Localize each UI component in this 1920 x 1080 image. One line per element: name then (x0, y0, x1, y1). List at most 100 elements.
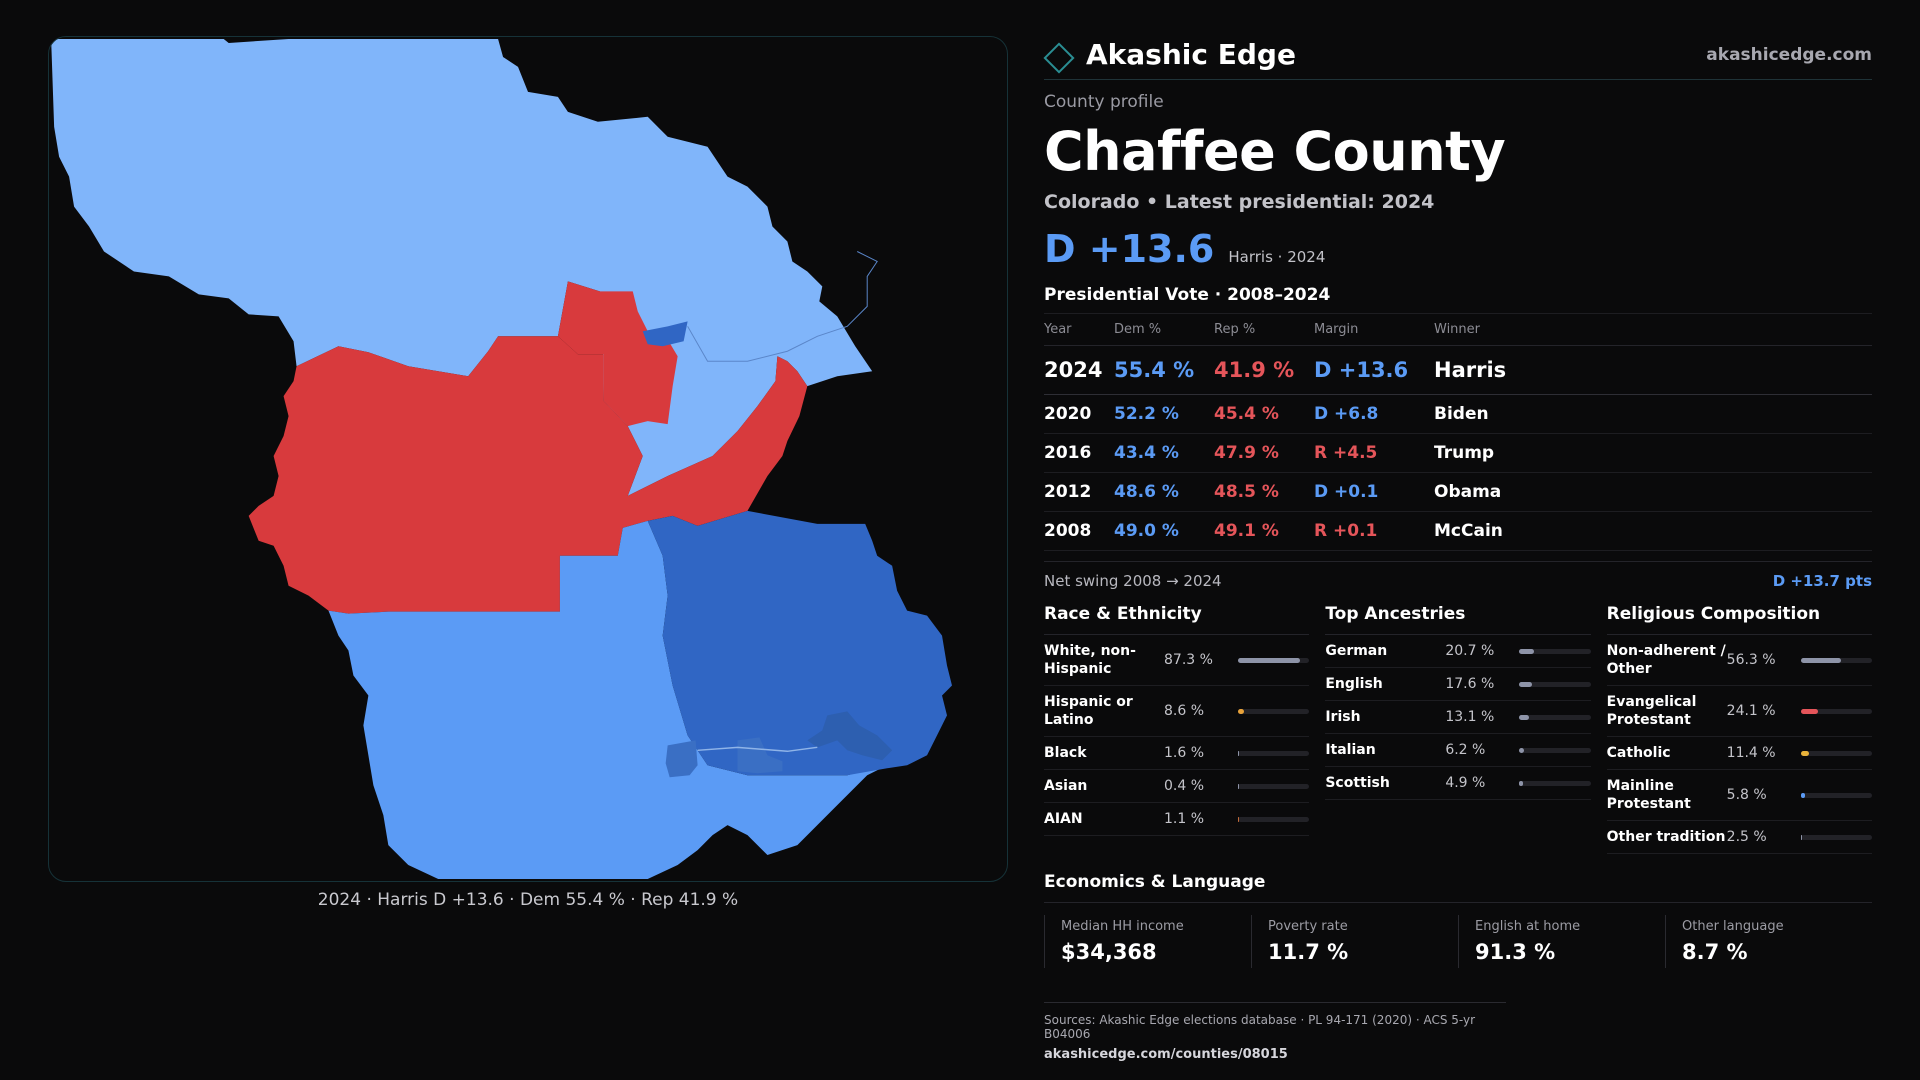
county-map[interactable] (48, 36, 1008, 882)
religion-column: Religious Composition Non-adherent / Oth… (1606, 604, 1872, 854)
demo-value: 17.6 % (1445, 676, 1495, 692)
table-row: 2008 49.0 % 49.1 % R +0.1 McCain (1044, 511, 1872, 551)
list-item: Non-adherent / Other 56.3 % (1606, 635, 1872, 686)
list-item: Asian 0.4 % (1044, 770, 1310, 803)
vote-winner: Biden (1434, 394, 1872, 434)
table-row: 2024 55.4 % 41.9 % D +13.6 Harris (1044, 345, 1872, 395)
vote-dem: 49.0 % (1114, 511, 1214, 551)
religion-title: Religious Composition (1606, 604, 1872, 635)
brand[interactable]: Akashic Edge (1043, 38, 1296, 74)
demo-label: Non-adherent / Other (1606, 643, 1726, 677)
net-swing: Net swing 2008 → 2024 D +13.7 pts (1044, 561, 1872, 590)
votes-title: Presidential Vote · 2008–2024 (1044, 285, 1872, 314)
vote-dem: 52.2 % (1114, 394, 1214, 434)
demo-label: English (1325, 676, 1383, 692)
list-item: AIAN 1.1 % (1044, 803, 1310, 836)
race-title: Race & Ethnicity (1044, 604, 1310, 635)
ancestry-list: German 20.7 % English 17.6 % Irish 13.1 % Ital… (1325, 635, 1591, 800)
vote-rep: 48.5 % (1214, 472, 1314, 512)
demo-bar (1800, 792, 1872, 798)
demo-bar (1800, 708, 1872, 714)
demo-bar-fill (1800, 657, 1841, 663)
demo-bar-fill (1519, 714, 1529, 720)
demo-label: Asian (1044, 778, 1088, 794)
precinct-urban-cluster-mid[interactable] (737, 737, 783, 774)
demo-bar (1519, 648, 1591, 654)
demo-value: 87.3 % (1164, 652, 1213, 668)
profile-eyebrow: County profile (1044, 92, 1164, 112)
precinct-center-rep-small[interactable] (557, 281, 678, 427)
demo-bar (1519, 714, 1591, 720)
demo-value: 13.1 % (1445, 709, 1495, 725)
ancestry-title: Top Ancestries (1325, 604, 1591, 635)
votes-table: Year Dem % Rep % Margin Winner 2024 55.4… (1044, 314, 1872, 551)
precinct-urban-cluster-west[interactable] (665, 740, 698, 778)
vote-rep: 41.9 % (1214, 345, 1314, 395)
precinct-west-rep[interactable] (248, 336, 808, 614)
table-row: 2016 43.4 % 47.9 % R +4.5 Trump (1044, 433, 1872, 473)
demo-bar-fill (1800, 834, 1803, 840)
vote-year: 2008 (1044, 511, 1114, 551)
demo-bar-fill (1800, 708, 1818, 714)
demo-bar-fill (1238, 708, 1245, 714)
demo-value: 8.6 % (1164, 703, 1205, 719)
vote-winner: Obama (1434, 472, 1872, 512)
header-dem: Dem % (1114, 314, 1214, 346)
swing-label: Net swing 2008 → 2024 (1044, 572, 1222, 590)
precinct-southeast-strong-dem[interactable] (647, 510, 952, 776)
demo-bar-fill (1238, 816, 1239, 822)
diamond-logo-icon (1043, 41, 1075, 74)
site-link[interactable]: akashicedge.com (1706, 44, 1872, 65)
demo-bar-fill (1800, 792, 1805, 798)
list-item: Evangelical Protestant 24.1 % (1606, 686, 1872, 737)
sources-url[interactable]: akashicedge.com/counties/08015 (1044, 1047, 1288, 1062)
econ-value: 91.3 % (1475, 940, 1556, 964)
demo-value: 1.6 % (1164, 745, 1205, 761)
vote-margin: R +4.5 (1314, 433, 1434, 473)
vote-margin: D +13.6 (1314, 345, 1434, 395)
list-item: German 20.7 % (1325, 635, 1591, 668)
header-rep: Rep % (1214, 314, 1314, 346)
table-row: 2012 48.6 % 48.5 % D +0.1 Obama (1044, 472, 1872, 512)
vote-dem: 48.6 % (1114, 472, 1214, 512)
precinct-south-dem[interactable] (328, 520, 908, 880)
list-item: Black 1.6 % (1044, 737, 1310, 770)
demo-value: 11.4 % (1726, 745, 1776, 761)
list-item: Italian 6.2 % (1325, 734, 1591, 767)
vote-year: 2024 (1044, 345, 1114, 395)
demo-label: German (1325, 643, 1388, 659)
demo-bar (1238, 750, 1310, 756)
econ-cell-income: Median HH income $34,368 (1044, 915, 1251, 968)
list-item: English 17.6 % (1325, 668, 1591, 701)
list-item: Scottish 4.9 % (1325, 767, 1591, 800)
demo-label: Italian (1325, 742, 1376, 758)
vote-rep: 45.4 % (1214, 394, 1314, 434)
econ-value: $34,368 (1061, 940, 1157, 964)
demo-bar-fill (1238, 750, 1240, 756)
demo-bar (1519, 747, 1591, 753)
economics-stats: Median HH income $34,368 Poverty rate 11… (1044, 915, 1872, 968)
vote-winner: Trump (1434, 433, 1872, 473)
demo-bar (1800, 657, 1872, 663)
demo-bar-fill (1238, 783, 1239, 789)
race-column: Race & Ethnicity White, non-Hispanic 87.3… (1044, 604, 1310, 854)
demo-label: Other tradition (1606, 829, 1726, 845)
demo-label: Evangelical Protestant (1606, 694, 1697, 728)
demo-value: 56.3 % (1726, 652, 1776, 668)
vote-winner: McCain (1434, 511, 1872, 551)
vote-winner: Harris (1434, 345, 1872, 395)
demo-bar-fill (1519, 780, 1523, 786)
headline-note: Harris · 2024 (1228, 248, 1326, 266)
precinct-town-dem[interactable] (642, 321, 688, 347)
demo-value: 0.4 % (1164, 778, 1205, 794)
headline-margin: D +13.6 (1044, 227, 1215, 271)
sources-line: Sources: Akashic Edge elections database… (1044, 1013, 1476, 1041)
econ-cell-other-language: Other language 8.7 % (1665, 915, 1872, 968)
vote-margin: R +0.1 (1314, 511, 1434, 551)
ancestry-column: Top Ancestries German 20.7 % English 17.6 %… (1325, 604, 1591, 854)
demo-value: 4.9 % (1445, 775, 1486, 791)
demo-value: 2.5 % (1726, 829, 1767, 845)
votes-header-row: Year Dem % Rep % Margin Winner (1044, 314, 1872, 346)
precinct-urban-cluster-east[interactable] (807, 711, 893, 761)
econ-label: Other language (1682, 919, 1784, 934)
